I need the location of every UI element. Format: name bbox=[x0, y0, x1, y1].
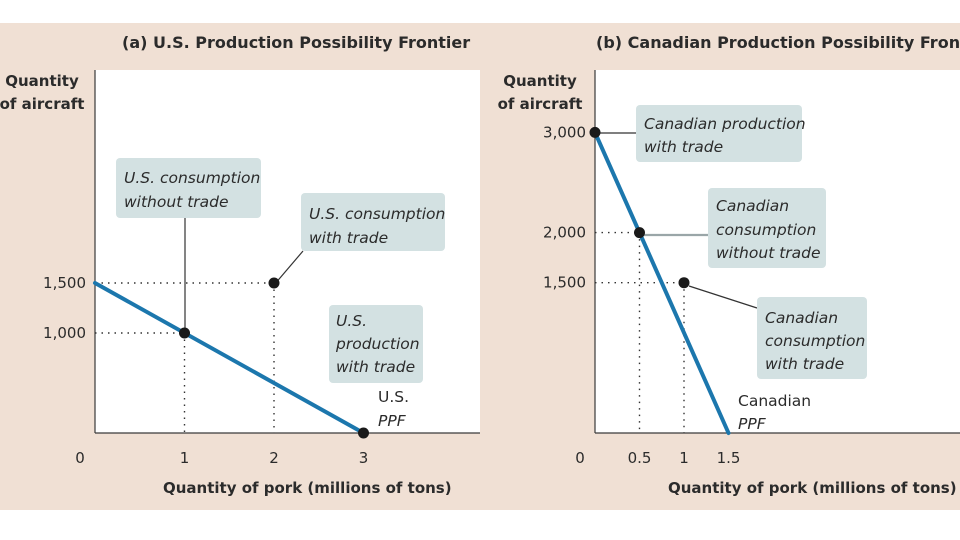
x-tick-label: 1 bbox=[679, 449, 689, 467]
origin-label: 0 bbox=[75, 449, 85, 467]
callout-text: with trade bbox=[336, 358, 415, 376]
callout-box bbox=[116, 158, 261, 218]
callout-text: U.S. consumption bbox=[124, 169, 260, 187]
x-tick-label: 1 bbox=[180, 449, 190, 467]
figure: (a) U.S. Production Possibility Frontier… bbox=[0, 23, 960, 510]
callout-text: without trade bbox=[124, 193, 229, 211]
callout-box bbox=[636, 105, 802, 162]
x-tick-label: 3 bbox=[359, 449, 369, 467]
canadian-consumption-without-trade-point bbox=[634, 227, 645, 239]
callout-leader bbox=[688, 285, 758, 309]
canadian-ppf-chart: (b) Canadian Production Possibility Fron… bbox=[498, 33, 960, 497]
callout-text: U.S. bbox=[336, 312, 367, 330]
ppf-country-label: Canadian bbox=[738, 392, 811, 410]
x-tick-label: 2 bbox=[269, 449, 279, 467]
ppf-line bbox=[93, 281, 366, 435]
callout-text: Canadian bbox=[765, 309, 838, 327]
y-tick-label: 3,000 bbox=[543, 123, 586, 141]
callout-box bbox=[301, 193, 445, 251]
us-consumption-with-trade-point bbox=[268, 277, 280, 289]
callout-text: with trade bbox=[644, 138, 723, 156]
callout-text: U.S. consumption bbox=[309, 205, 445, 223]
callout-text: Canadian bbox=[716, 197, 789, 215]
y-axis-label: Quantity bbox=[503, 72, 577, 90]
x-axis-label: Quantity of pork (millions of tons) bbox=[163, 479, 452, 497]
callout-text: Canadian production bbox=[644, 115, 806, 133]
y-tick-label: 1,500 bbox=[43, 274, 86, 292]
x-axis-label: Quantity of pork (millions of tons) bbox=[668, 479, 957, 497]
y-axis-label: Quantity bbox=[5, 72, 79, 90]
y-tick-label: 1,000 bbox=[43, 324, 86, 342]
callout-box bbox=[329, 305, 423, 383]
callout-text: with trade bbox=[309, 229, 388, 247]
us-ppf-chart: (a) U.S. Production Possibility Frontier… bbox=[0, 33, 480, 497]
us-consumption-without-trade-point bbox=[179, 327, 190, 339]
ppf-label: PPF bbox=[738, 415, 767, 433]
x-tick-label: 1.5 bbox=[717, 449, 741, 467]
callout-box bbox=[708, 188, 826, 268]
y-axis-label: of aircraft bbox=[0, 95, 84, 113]
us-production-with-trade-point bbox=[358, 427, 369, 439]
callout-text: with trade bbox=[765, 355, 844, 373]
y-tick-label: 2,000 bbox=[543, 224, 586, 242]
y-tick-label: 1,500 bbox=[543, 274, 586, 292]
ppf-label: PPF bbox=[378, 412, 407, 430]
callout-text: consumption bbox=[765, 332, 865, 350]
callout-leader bbox=[273, 250, 304, 286]
ppf-country-label: U.S. bbox=[378, 388, 409, 406]
chart-title: (b) Canadian Production Possibility Fron… bbox=[596, 33, 960, 52]
canadian-production-with-trade-point bbox=[589, 126, 601, 138]
ppf-figure: (a) U.S. Production Possibility Frontier… bbox=[0, 33, 960, 497]
callout-text: production bbox=[335, 335, 420, 353]
callout-text: without trade bbox=[716, 244, 821, 262]
x-tick-label: 0.5 bbox=[628, 449, 652, 467]
ppf-line bbox=[593, 130, 731, 435]
callout-box bbox=[757, 297, 867, 379]
chart-title: (a) U.S. Production Possibility Frontier bbox=[122, 33, 470, 52]
y-axis-label: of aircraft bbox=[498, 95, 583, 113]
origin-label: 0 bbox=[575, 449, 585, 467]
callout-text: consumption bbox=[716, 221, 816, 239]
canadian-consumption-with-trade-point bbox=[678, 277, 690, 289]
